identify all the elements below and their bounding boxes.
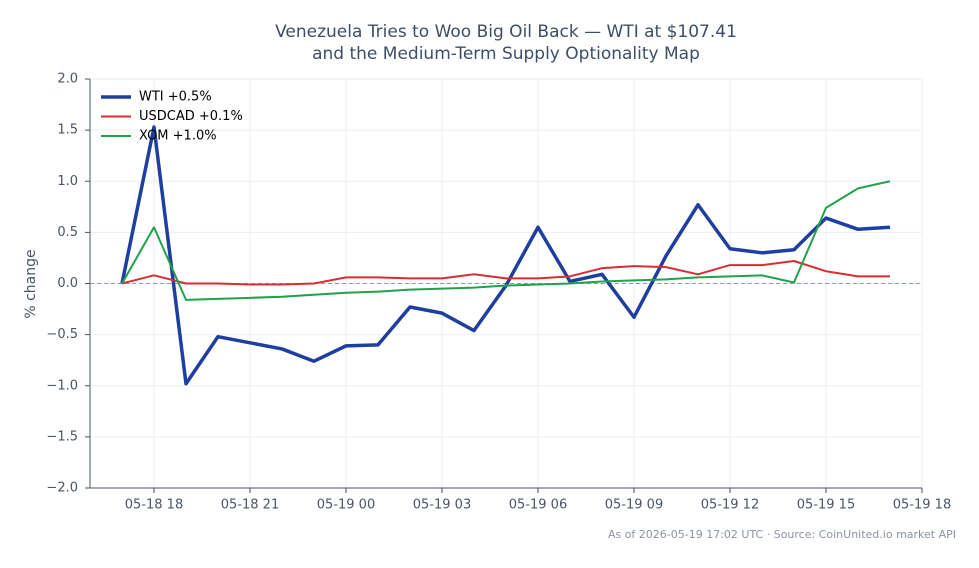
y-tick-label: 1.5 bbox=[57, 123, 78, 138]
x-tick-label: 05-19 18 bbox=[893, 498, 951, 513]
x-tick-label: 05-19 00 bbox=[317, 498, 375, 513]
x-tick-label: 05-19 15 bbox=[797, 498, 855, 513]
y-tick-label: 0.5 bbox=[57, 225, 78, 240]
y-tick-label: 1.0 bbox=[57, 174, 78, 189]
chart-subtitle: and the Medium-Term Supply Optionality M… bbox=[312, 44, 700, 64]
x-tick-label: 05-18 21 bbox=[221, 498, 279, 513]
series-line bbox=[120, 125, 891, 386]
legend-label: USDCAD +0.1% bbox=[139, 109, 243, 124]
x-tick-label: 05-19 03 bbox=[413, 498, 471, 513]
footer: As of 2026-05-19 17:02 UTC · Source: Coi… bbox=[608, 528, 956, 541]
legend-label: XOM +1.0% bbox=[139, 129, 217, 144]
y-tick-label: −2.0 bbox=[46, 481, 78, 496]
y-tick-label: 2.0 bbox=[57, 72, 78, 87]
x-tick-label: 05-19 12 bbox=[701, 498, 759, 513]
series-line bbox=[121, 260, 890, 286]
y-axis-label: % change bbox=[23, 249, 39, 318]
series-line bbox=[121, 180, 891, 301]
y-tick-label: −0.5 bbox=[46, 327, 78, 342]
x-tick-label: 05-19 09 bbox=[605, 498, 663, 513]
chart-title: Venezuela Tries to Woo Big Oil Back — WT… bbox=[275, 22, 737, 42]
y-tick-label: 0.0 bbox=[57, 276, 78, 291]
y-tick-label: −1.5 bbox=[46, 429, 78, 444]
x-tick-label: 05-19 06 bbox=[509, 498, 567, 513]
x-tick-label: 05-18 18 bbox=[125, 498, 183, 513]
y-tick-label: −1.0 bbox=[46, 378, 78, 393]
legend-label: WTI +0.5% bbox=[139, 90, 212, 105]
